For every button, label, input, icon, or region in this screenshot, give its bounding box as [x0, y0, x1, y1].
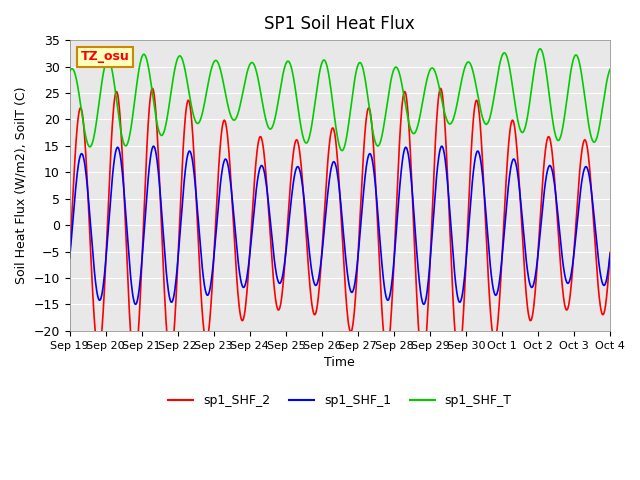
sp1_SHF_2	[419, 360, 426, 365]
Text: TZ_osu: TZ_osu	[81, 50, 129, 63]
Legend: sp1_SHF_2, sp1_SHF_1, sp1_SHF_T: sp1_SHF_2, sp1_SHF_1, sp1_SHF_T	[163, 389, 516, 412]
sp1_SHF_2	[186, 102, 194, 108]
sp1_SHF_1	[186, 148, 194, 154]
sp1_SHF_2	[173, 283, 180, 288]
sp1_SHF_2	[437, 85, 445, 91]
sp1_SHF_T	[424, 73, 432, 79]
Title: SP1 Soil Heat Flux: SP1 Soil Heat Flux	[264, 15, 415, 33]
sp1_SHF_T	[536, 46, 544, 52]
sp1_SHF_1	[543, 172, 550, 178]
sp1_SHF_2	[543, 139, 550, 145]
sp1_SHF_T	[338, 148, 346, 154]
sp1_SHF_1	[420, 301, 428, 307]
Y-axis label: Soil Heat Flux (W/m2), SoilT (C): Soil Heat Flux (W/m2), SoilT (C)	[15, 87, 28, 284]
sp1_SHF_T	[66, 69, 74, 74]
sp1_SHF_2	[606, 250, 614, 255]
X-axis label: Time: Time	[324, 356, 355, 369]
Line: sp1_SHF_2: sp1_SHF_2	[70, 88, 610, 362]
sp1_SHF_2	[66, 255, 74, 261]
sp1_SHF_1	[606, 252, 614, 257]
sp1_SHF_1	[246, 247, 254, 252]
sp1_SHF_1	[424, 282, 432, 288]
sp1_SHF_1	[438, 144, 445, 149]
Line: sp1_SHF_1: sp1_SHF_1	[70, 146, 610, 304]
sp1_SHF_T	[173, 58, 180, 64]
Line: sp1_SHF_T: sp1_SHF_T	[70, 49, 610, 151]
sp1_SHF_2	[424, 305, 432, 311]
sp1_SHF_1	[495, 282, 503, 288]
sp1_SHF_T	[606, 67, 614, 72]
sp1_SHF_T	[543, 72, 550, 77]
sp1_SHF_2	[246, 241, 254, 247]
sp1_SHF_1	[66, 255, 74, 261]
sp1_SHF_T	[186, 94, 194, 100]
sp1_SHF_T	[246, 61, 254, 67]
sp1_SHF_1	[173, 270, 180, 276]
sp1_SHF_T	[495, 67, 502, 73]
sp1_SHF_2	[495, 306, 503, 312]
